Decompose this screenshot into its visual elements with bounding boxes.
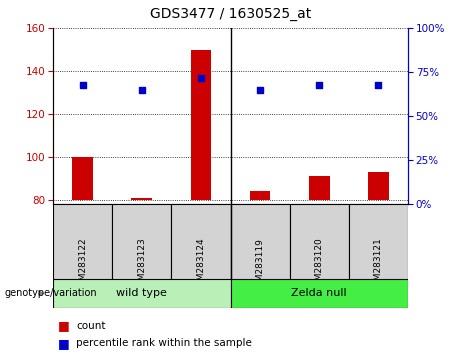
Bar xyxy=(190,50,211,200)
Text: genotype/variation: genotype/variation xyxy=(5,288,97,298)
Bar xyxy=(309,176,330,200)
Bar xyxy=(230,204,290,279)
Text: percentile rank within the sample: percentile rank within the sample xyxy=(76,338,252,348)
Bar xyxy=(230,279,408,308)
Bar xyxy=(53,204,112,279)
Text: GSM283121: GSM283121 xyxy=(374,238,383,292)
Bar xyxy=(250,192,271,200)
Point xyxy=(315,82,323,87)
Text: Zelda null: Zelda null xyxy=(291,288,347,298)
Text: GSM283120: GSM283120 xyxy=(315,238,324,292)
Text: ■: ■ xyxy=(58,319,69,332)
Bar xyxy=(171,204,230,279)
Bar xyxy=(112,204,171,279)
Bar xyxy=(368,172,389,200)
Text: GDS3477 / 1630525_at: GDS3477 / 1630525_at xyxy=(150,7,311,21)
Text: ■: ■ xyxy=(58,337,69,350)
Bar xyxy=(349,204,408,279)
Bar xyxy=(72,157,93,200)
Text: GSM283124: GSM283124 xyxy=(196,238,206,292)
Bar xyxy=(290,204,349,279)
Point xyxy=(138,87,145,93)
Point xyxy=(256,87,264,93)
Text: GSM283123: GSM283123 xyxy=(137,238,146,292)
Point xyxy=(79,82,86,87)
Text: count: count xyxy=(76,321,106,331)
Text: GSM283119: GSM283119 xyxy=(255,238,265,293)
Bar xyxy=(131,198,152,200)
Point xyxy=(375,82,382,87)
Point xyxy=(197,75,205,80)
Bar xyxy=(53,279,230,308)
Text: wild type: wild type xyxy=(116,288,167,298)
Text: GSM283122: GSM283122 xyxy=(78,238,87,292)
